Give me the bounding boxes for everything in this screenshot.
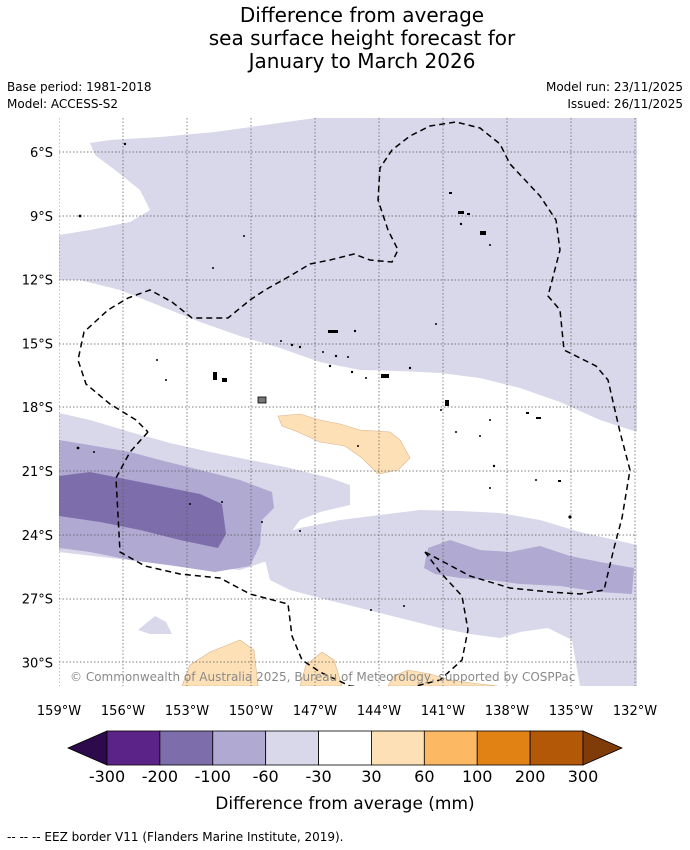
longitude-labels: 159°W 156°W 153°W 150°W 147°W 144°W 141°W 138°W… [37, 704, 657, 719]
longitude-label: 144°W [357, 704, 401, 719]
anomaly-patch-small [138, 616, 172, 634]
latitude-labels: 6°S 9°S 12°S 15°S 18°S 21°S 24°S 27°S 30°S [22, 146, 53, 671]
longitude-label: 147°W [293, 704, 337, 719]
longitude-label: 135°W [549, 704, 593, 719]
latitude-label: 12°S [22, 274, 53, 289]
colorbar-tick-label: 60 [414, 767, 434, 786]
colorbar [66, 730, 624, 766]
eez-border-cook-islands [115, 431, 469, 686]
longitude-label: 150°W [229, 704, 273, 719]
colorbar-segment [476, 730, 531, 766]
title-line-1: Difference from average [239, 3, 485, 27]
colorbar-segment [265, 730, 319, 766]
meta-left: Base period: 1981-2018 Model: ACCESS-S2 [7, 79, 152, 113]
colorbar-segment [212, 730, 267, 766]
model-name: Model: ACCESS-S2 [7, 97, 119, 111]
base-period: Base period: 1981-2018 [7, 80, 152, 94]
model-run: Model run: 23/11/2025 [545, 80, 683, 94]
colorbar-tick-label: 100 [462, 767, 493, 786]
longitude-label: 132°W [613, 704, 657, 719]
latitude-label: 21°S [22, 465, 53, 480]
latitude-label: 27°S [22, 593, 53, 608]
longitude-label: 153°W [165, 704, 209, 719]
colorbar-segment [159, 730, 214, 766]
colorbar-tick-label: -200 [142, 767, 178, 786]
colorbar-tick-label: -60 [253, 767, 279, 786]
map-panel: © Commonwealth of Australia 2025, Bureau… [59, 118, 637, 686]
positive-anomaly-central [277, 413, 411, 475]
latitude-label: 15°S [22, 337, 53, 352]
positive-anomaly-southwest [181, 639, 259, 686]
meta-right: Model run: 23/11/2025 Issued: 26/11/2025 [546, 79, 683, 113]
islands [76, 142, 572, 611]
colorbar-segment [371, 730, 425, 766]
anomaly-region-southeast-mid [424, 540, 634, 594]
latitude-label: 24°S [22, 529, 53, 544]
colorbar-tick-label: -300 [89, 767, 125, 786]
issued-date: Issued: 26/11/2025 [567, 97, 683, 111]
eez-footnote: -- -- -- EEZ border V11 (Flanders Marine… [7, 830, 344, 844]
anomaly-region-west-core [59, 472, 226, 548]
longitude-label: 156°W [101, 704, 145, 719]
graticule [59, 118, 637, 686]
latitude-label: 30°S [22, 656, 53, 671]
colorbar-tick-label: -100 [195, 767, 231, 786]
longitude-label: 138°W [485, 704, 529, 719]
colorbar-arrow-low [66, 730, 108, 766]
latitude-label: 18°S [22, 401, 53, 416]
colorbar-segment [529, 730, 584, 766]
longitude-label: 159°W [37, 704, 81, 719]
map-title: Difference from average sea surface heig… [0, 4, 690, 73]
colorbar-segment [318, 730, 372, 766]
colorbar-tick-label: 200 [515, 767, 546, 786]
colorbar-tick-label: -30 [305, 767, 331, 786]
colorbar-tick-labels: -300 -200 -100 -60 -30 30 60 100 200 300 [89, 767, 598, 786]
longitude-label: 141°W [421, 704, 465, 719]
latitude-label: 6°S [30, 146, 53, 161]
colorbar-label: Difference from average (mm) [215, 794, 475, 814]
anomaly-region-north [59, 118, 637, 432]
copyright-notice: © Commonwealth of Australia 2025, Bureau… [70, 670, 575, 684]
latitude-label: 9°S [30, 210, 53, 225]
colorbar-segment [423, 730, 478, 766]
title-line-2: sea surface height forecast for [208, 26, 516, 50]
colorbar-segment [106, 730, 161, 766]
colorbar-tick-label: 300 [568, 767, 599, 786]
title-line-3: January to March 2026 [248, 49, 476, 73]
colorbar-tick-label: 30 [361, 767, 381, 786]
colorbar-arrow-high [582, 730, 624, 766]
